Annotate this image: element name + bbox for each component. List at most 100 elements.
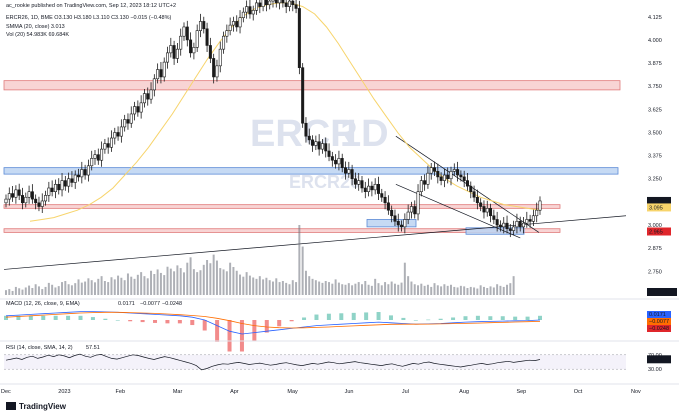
trendline-rising-support (3, 215, 627, 270)
volume-bar (169, 268, 172, 295)
candle-body (344, 167, 348, 174)
volume-bar (229, 262, 232, 295)
volume-bar (117, 275, 120, 295)
volume-bar (275, 278, 278, 295)
candle-body (50, 187, 54, 193)
rsi-tick-label: 30.00 (648, 367, 662, 373)
volume-bar (400, 282, 403, 295)
candle-body (14, 189, 18, 198)
volume-bar (272, 281, 274, 295)
macd-histogram-bar (177, 320, 182, 324)
volume-bar (159, 272, 162, 295)
candle-body (169, 45, 173, 54)
candle-body (264, 0, 268, 6)
volume-bar (324, 281, 327, 295)
volume-bar (235, 270, 238, 295)
candle-body (393, 215, 397, 222)
volume-bar (278, 282, 281, 295)
volume-bar (94, 282, 96, 295)
candle-body (367, 185, 371, 193)
candle-body (449, 171, 453, 180)
candle-body (413, 206, 417, 215)
volume-bar (321, 282, 324, 295)
volume-bar (265, 277, 268, 295)
macd-histogram-bar (53, 315, 58, 320)
macd-histogram-bar (364, 312, 369, 320)
macd-histogram-bar (500, 316, 505, 320)
candle-body (37, 202, 41, 207)
candle-body (251, 9, 255, 15)
candle-body (261, 0, 265, 7)
volume-bar (403, 262, 406, 295)
candle-body (400, 224, 404, 228)
volume-bar (288, 284, 291, 295)
price-axis[interactable]: 4.125 4.000 3.875 3.750 3.625 3.500 3.375 3.250… (648, 15, 662, 276)
candle-body (175, 48, 179, 59)
volume-bar (476, 288, 479, 295)
candle-body (96, 154, 100, 161)
volume-bar (450, 284, 452, 295)
volume-bar (308, 276, 311, 295)
candle-body (90, 158, 94, 167)
volume-bar (374, 278, 377, 295)
candle-body (133, 106, 137, 115)
candle-body (4, 198, 8, 204)
rsi-value: 57.51 (86, 345, 100, 351)
volume-bar (11, 290, 14, 295)
candle-body (469, 185, 473, 193)
macd-value-1: 0.0171 (118, 301, 135, 307)
candle-body (63, 180, 67, 187)
macd-tag-label: −0.0077 (649, 319, 669, 325)
candle-body (489, 208, 493, 217)
volume-bar (420, 283, 423, 295)
volume-bar (328, 282, 331, 295)
volume-bar (413, 284, 416, 295)
rsi-label: RSI (14, close, SMA, 14, 2) (6, 345, 73, 351)
macd-histogram-bar (202, 320, 207, 331)
volume-bar (364, 281, 367, 295)
candle-body (53, 183, 57, 193)
volume-bar (107, 282, 110, 295)
macd-histogram-bar (4, 315, 8, 320)
volume-bar (453, 286, 456, 295)
sma-legend: SMMA (20, close) 3.013 (6, 24, 65, 30)
volume-bar (47, 282, 50, 295)
volume-bar (61, 282, 64, 295)
candle-body (222, 35, 226, 50)
volume-bar (209, 263, 212, 295)
volume-bar (113, 279, 116, 295)
volume-bar (456, 287, 459, 295)
candle-body (27, 191, 31, 198)
candle-body (436, 171, 440, 178)
volume-bar (156, 269, 159, 295)
volume-bar (433, 283, 436, 295)
volume-bar (44, 286, 47, 295)
candle-body (472, 191, 476, 198)
time-tick-label: Oct (574, 389, 583, 395)
candle-body (129, 113, 133, 124)
volume-bar (163, 275, 166, 295)
candle-body (195, 30, 199, 48)
time-axis[interactable]: Dec 2023 Feb Mar Apr May Jun Jul Aug Sep Oct Nov (1, 389, 641, 395)
tradingview-logo[interactable]: TradingView (6, 402, 67, 411)
volume-bar (341, 284, 344, 295)
candle-body (373, 183, 377, 191)
volume-bar (492, 287, 495, 295)
volume-bar (354, 283, 357, 295)
candle-body (106, 143, 110, 148)
candle-body (502, 222, 506, 228)
candle-body (60, 180, 64, 191)
volume-bar (199, 270, 202, 295)
price-tag-dark (647, 196, 671, 205)
macd-histogram-bar (264, 320, 269, 333)
candle-body (370, 185, 374, 191)
macd-histogram-bar (227, 320, 232, 352)
candle-body (212, 58, 216, 78)
volume-bar (304, 270, 307, 295)
volume-bar (370, 285, 373, 295)
volume-bar (377, 283, 380, 295)
volume-bar (351, 285, 354, 295)
candle-body (314, 141, 318, 146)
candle-body (498, 224, 502, 228)
